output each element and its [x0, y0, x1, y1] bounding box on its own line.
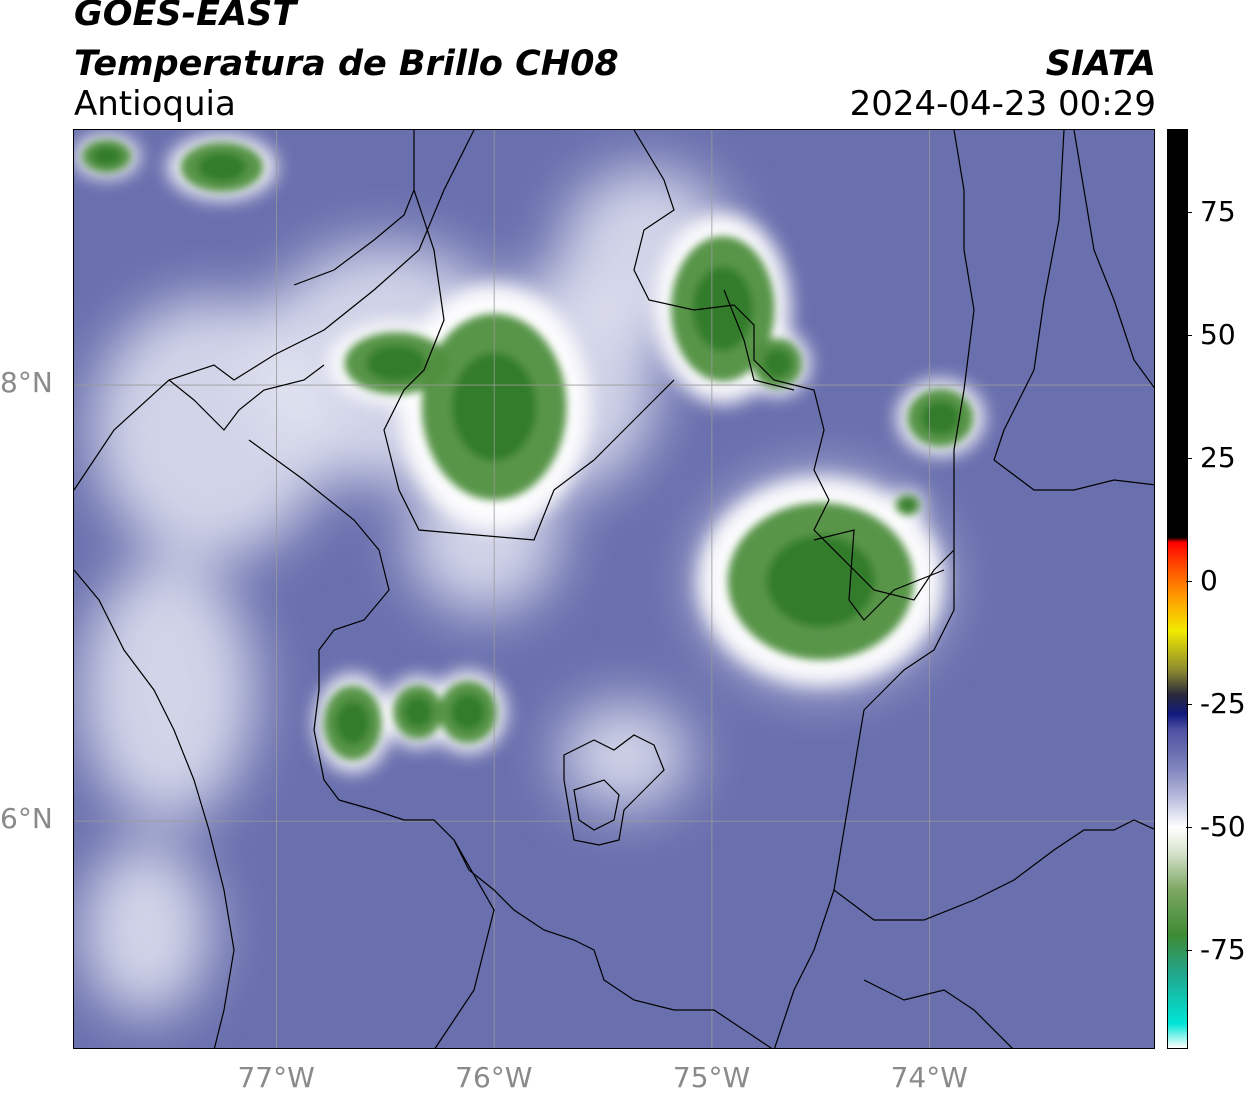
cold-cloud-inner-2 — [366, 345, 427, 382]
cold-cloud-inner-10 — [403, 696, 433, 728]
colorbar-tick-label: -25 — [1200, 686, 1246, 720]
colorbar-tick-mark — [1186, 580, 1192, 583]
latitude-tick-label: 8°N — [0, 366, 53, 400]
satellite-title: GOES-EAST — [74, 0, 297, 34]
border-cundinamarca — [863, 979, 1013, 1048]
colorbar-tick-mark — [1186, 334, 1192, 337]
brightness-temperature-map — [74, 130, 1154, 1048]
colorbar-tick-mark — [1186, 826, 1192, 829]
colorbar-tick-label: 25 — [1200, 440, 1236, 474]
border-antioquia-south — [338, 799, 773, 1048]
product-title: Temperatura de Brillo CH08 — [74, 44, 619, 84]
cold-cloud-layer — [81, 139, 974, 761]
cold-cloud-inner-6 — [921, 400, 960, 435]
colorbar-tick-mark — [1186, 703, 1192, 706]
border-cordoba-north — [293, 130, 415, 286]
map-panel[interactable] — [73, 129, 1155, 1049]
temperature-colorbar — [1167, 129, 1188, 1049]
longitude-tick-label: 77°W — [237, 1061, 315, 1094]
longitude-tick-label: 74°W — [890, 1061, 968, 1094]
cold-cloud-inner-7 — [766, 535, 875, 627]
colorbar-tick-label: 0 — [1200, 563, 1218, 597]
organization-label: SIATA — [1045, 44, 1156, 84]
border-bolivar-south — [633, 130, 830, 501]
cold-cloud-inner-5 — [762, 348, 792, 378]
gridlines — [74, 130, 1154, 1048]
warm-cloud-region-7 — [559, 701, 691, 811]
coastline-inner-gulf — [168, 364, 325, 431]
colorbar-tick-label: -75 — [1200, 932, 1246, 966]
border-east-inner — [993, 459, 1154, 491]
border-santander-east — [774, 130, 975, 1048]
border-boyaca — [833, 819, 1154, 921]
cold-cloud-inner-0 — [92, 146, 122, 166]
administrative-borders — [74, 130, 1154, 1048]
colorbar-tick-label: 75 — [1200, 194, 1236, 228]
cold-cloud-inner-11 — [451, 694, 485, 731]
border-medellin-inner — [573, 779, 620, 831]
border-east-vertical — [993, 130, 1065, 461]
border-magdalena-medio — [813, 499, 955, 601]
datetime-label: 2024-04-23 00:29 — [849, 84, 1156, 124]
border-caldas — [434, 839, 495, 1048]
colorbar-tick-mark — [1186, 949, 1192, 952]
border-choco-antioquia — [74, 569, 235, 1048]
border-serrania-san-lucas — [723, 289, 795, 391]
longitude-tick-label: 75°W — [672, 1061, 751, 1094]
longitude-tick-label: 76°W — [455, 1061, 533, 1094]
latitude-tick-label: 6°N — [0, 802, 53, 836]
border-magdalena-loop — [813, 529, 945, 621]
border-medellin-municipalities — [563, 734, 665, 846]
warm-cloud-region-8 — [80, 842, 212, 1018]
cold-cloud-inner-9 — [335, 701, 370, 745]
region-label: Antioquia — [74, 84, 236, 124]
cold-cloud-inner-1 — [198, 152, 246, 182]
cold-cloud-inner-8 — [900, 498, 915, 511]
border-cordoba-bolivar — [383, 189, 675, 541]
colorbar-tick-mark — [1186, 211, 1192, 214]
border-northeast-corner — [1073, 130, 1154, 389]
colorbar-tick-mark — [1186, 457, 1192, 460]
colorbar-tick-label: 50 — [1200, 317, 1236, 351]
warm-cloud-region-3 — [80, 559, 255, 822]
cold-cloud-inner-4 — [692, 266, 753, 351]
border-cordoba-antioquia — [248, 439, 390, 801]
colorbar-tick-label: -50 — [1200, 809, 1246, 843]
